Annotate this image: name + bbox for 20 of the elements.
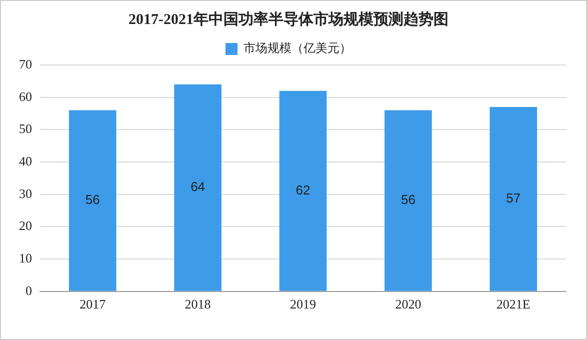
data-label: 56 — [400, 192, 416, 208]
data-label: 62 — [296, 182, 310, 198]
x-tick-label: 2021E — [496, 296, 530, 312]
chart-title: 2017-2021年中国功率半导体市场规模预测趋势图 — [128, 10, 448, 28]
y-tick-label: 40 — [19, 153, 32, 168]
x-tick-label: 2019 — [290, 296, 316, 312]
y-tick-label: 60 — [19, 88, 32, 104]
x-tick-label: 2018 — [184, 296, 211, 312]
y-tick-label: 70 — [19, 56, 32, 72]
y-tick-label: 0 — [26, 282, 32, 298]
y-tick-label: 30 — [19, 186, 32, 201]
data-label: 56 — [85, 192, 100, 208]
data-label: 64 — [190, 179, 206, 194]
legend-label: 市场规模（亿美元） — [244, 41, 352, 56]
x-tick-label: 2020 — [395, 296, 422, 312]
data-label: 57 — [506, 190, 521, 206]
y-tick-label: 50 — [19, 121, 32, 136]
y-tick-label: 10 — [19, 250, 32, 266]
x-tick-label: 2017 — [80, 296, 106, 312]
y-tick-label: 20 — [19, 218, 32, 234]
